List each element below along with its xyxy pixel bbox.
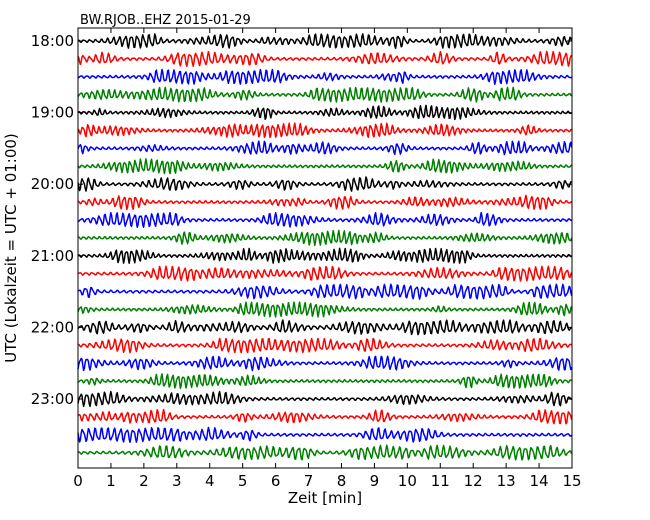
trace-line — [77, 390, 573, 408]
y-tick-label: 22:00 — [31, 318, 74, 336]
x-tick-label: 11 — [431, 472, 450, 490]
plot-frame — [77, 27, 573, 469]
trace-line — [77, 373, 573, 390]
trace-line — [77, 426, 573, 443]
trace-line — [77, 319, 573, 336]
trace-line — [77, 211, 572, 228]
x-tick-label: 15 — [562, 472, 581, 490]
trace-line — [77, 283, 573, 300]
trace-line — [77, 33, 573, 50]
trace-line — [77, 158, 573, 175]
trace-line — [77, 50, 573, 68]
trace-line — [77, 104, 572, 121]
x-tick-label: 2 — [139, 472, 149, 490]
x-axis-label: Zeit [min] — [288, 489, 362, 507]
y-tick-label: 23:00 — [31, 390, 74, 408]
y-axis-label: UTC (Lokalzeit = UTC + 01:00) — [2, 133, 20, 363]
trace-group — [77, 33, 573, 461]
x-tick-group: 0 1 2 3 4 5 6 7 8 9 10 11 12 13 14 15 — [73, 28, 582, 490]
x-tick-label: 6 — [271, 472, 281, 490]
x-tick-label: 7 — [304, 472, 314, 490]
x-tick-label: 4 — [205, 472, 215, 490]
x-tick-label: 13 — [497, 472, 516, 490]
trace-line — [77, 194, 573, 211]
x-tick-label: 1 — [106, 472, 116, 490]
x-tick-label: 0 — [73, 472, 83, 490]
y-tick-label: 20:00 — [31, 175, 74, 193]
chart-title: BW.RJOB..EHZ 2015-01-29 — [80, 13, 251, 28]
trace-line — [77, 265, 573, 282]
trace-line — [77, 229, 573, 247]
y-tick-label: 18:00 — [31, 32, 74, 50]
x-tick-label: 5 — [238, 472, 248, 490]
trace-line — [77, 140, 573, 156]
trace-line — [77, 86, 573, 103]
x-tick-label: 14 — [530, 472, 549, 490]
x-tick-label: 9 — [370, 472, 380, 490]
trace-line — [77, 68, 572, 85]
trace-line — [77, 444, 573, 461]
y-tick-label: 21:00 — [31, 247, 74, 265]
trace-line — [77, 176, 572, 192]
x-tick-label: 12 — [464, 472, 483, 490]
x-tick-label: 3 — [172, 472, 182, 490]
y-tick-group: 18:00 19:00 20:00 21:00 22:00 23:00 — [31, 32, 572, 408]
y-tick-label: 19:00 — [31, 104, 74, 122]
trace-line — [77, 337, 572, 354]
trace-line — [77, 247, 572, 264]
trace-line — [77, 301, 573, 318]
trace-line — [77, 122, 573, 139]
x-tick-label: 10 — [398, 472, 417, 490]
trace-line — [77, 408, 573, 425]
x-tick-label: 8 — [337, 472, 347, 490]
trace-line — [77, 355, 573, 372]
